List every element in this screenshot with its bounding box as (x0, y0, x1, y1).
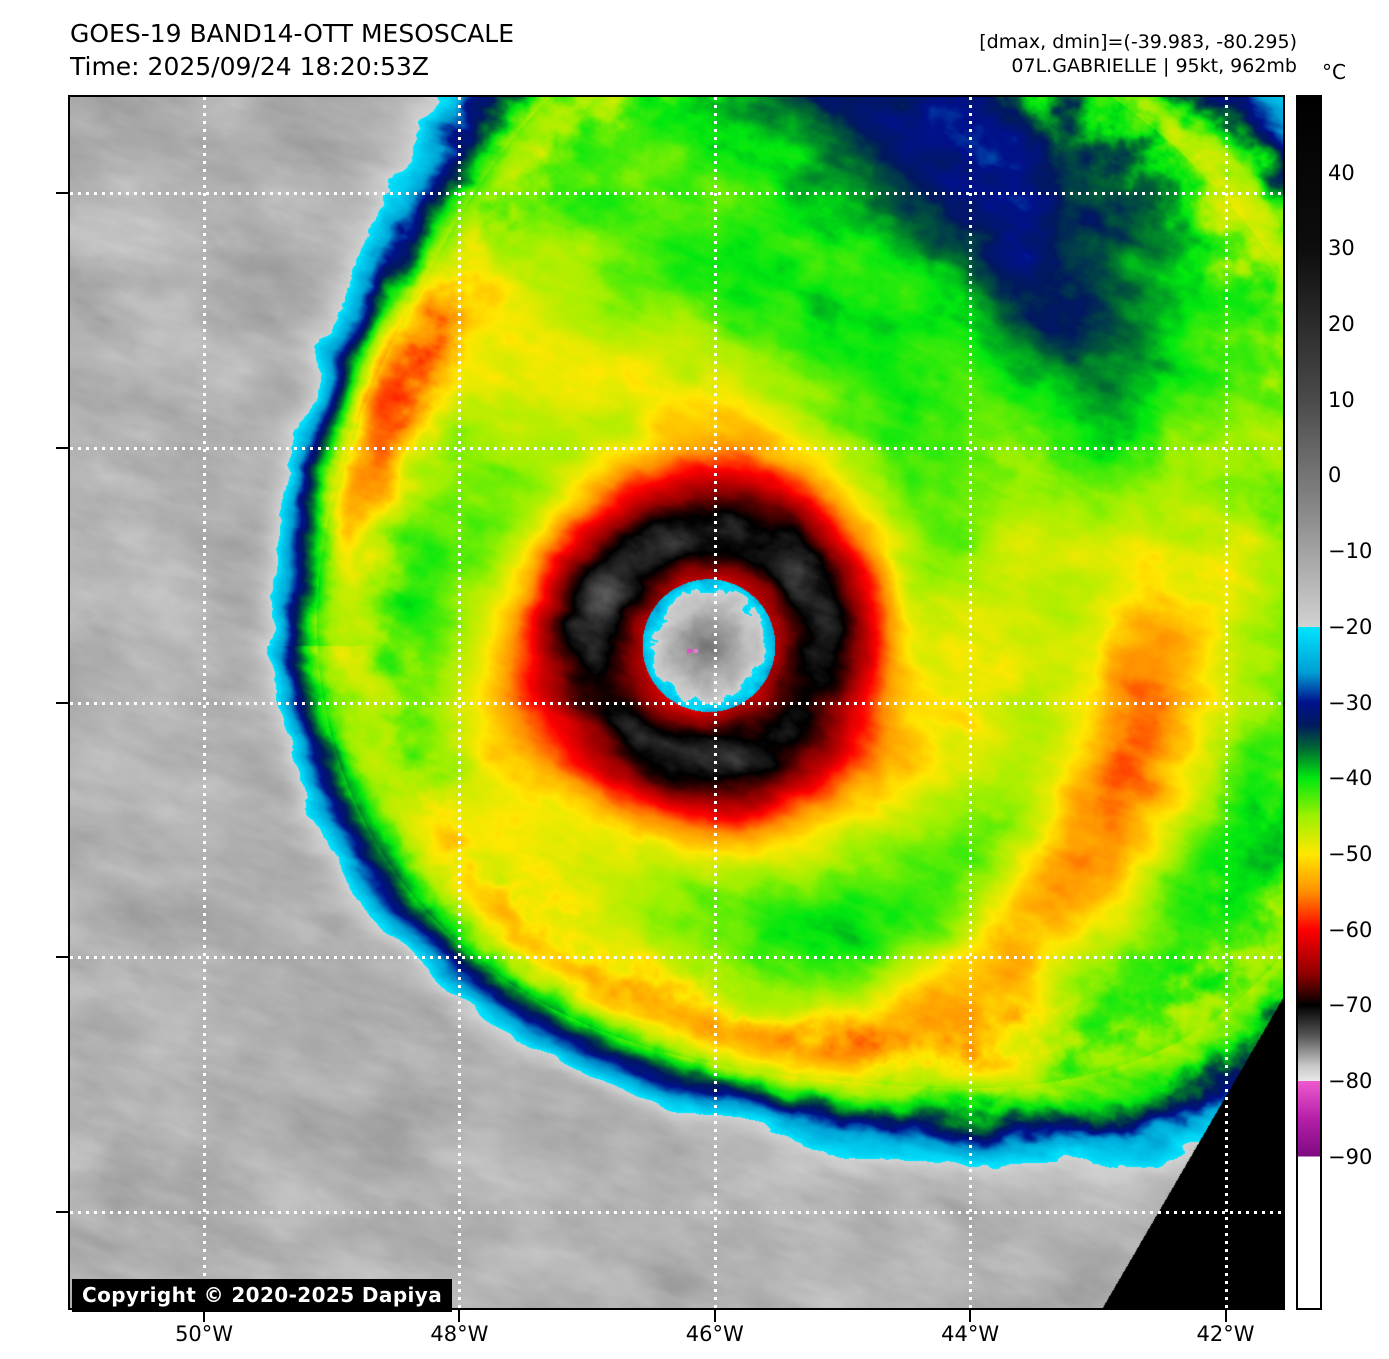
ytick-mark-38n (56, 446, 68, 449)
storm-info-label: 07L.GABRIELLE | 95kt, 962mb (1011, 55, 1297, 78)
ytick-mark-34n (56, 956, 68, 959)
colorbar-tick-pos40: 40 (1328, 160, 1355, 185)
xtick-mark-46w (713, 1310, 716, 1322)
xtick-mark-42w (1224, 1310, 1227, 1322)
colorbar-tick-neg60: −60 (1328, 917, 1373, 942)
satellite-image-plot[interactable] (68, 95, 1285, 1310)
colorbar-gradient (1298, 97, 1320, 1308)
xtick-label-46w: 46°W (685, 1322, 744, 1346)
colorbar-tick-neg10: −10 (1328, 539, 1373, 564)
colorbar-tick-pos10: 10 (1328, 387, 1355, 412)
page-title: GOES-19 BAND14-OTT MESOSCALE (70, 19, 515, 48)
ytick-mark-36n (56, 701, 68, 704)
colorbar-unit-label: °C (1322, 60, 1346, 84)
colorbar-tick-neg50: −50 (1328, 841, 1373, 866)
ytick-mark-40n (56, 191, 68, 194)
metadata-block: [dmax, dmin]=(-39.983, -80.295) 07L.GABR… (979, 30, 1297, 79)
xtick-label-50w: 50°W (175, 1322, 234, 1346)
xtick-mark-44w (969, 1310, 972, 1322)
xtick-mark-50w (203, 1310, 206, 1322)
colorbar-tick-neg90: −90 (1328, 1144, 1373, 1169)
title-block: GOES-19 BAND14-OTT MESOSCALE Time: 2025/… (70, 18, 514, 83)
colorbar-tick-neg80: −80 (1328, 1068, 1373, 1093)
copyright-badge: Copyright © 2020-2025 Dapiya (72, 1279, 453, 1312)
temperature-colorbar[interactable] (1296, 95, 1322, 1310)
xtick-mark-48w (458, 1310, 461, 1322)
colorbar-tick-pos0: 0 (1328, 463, 1342, 488)
infrared-satellite-canvas (70, 97, 1283, 1308)
dmax-dmin-label: [dmax, dmin]=(-39.983, -80.295) (979, 31, 1297, 53)
colorbar-tick-neg70: −70 (1328, 993, 1373, 1018)
timestamp-label: Time: 2025/09/24 18:20:53Z (70, 51, 429, 81)
ytick-mark-32n (56, 1211, 68, 1214)
colorbar-tick-neg40: −40 (1328, 766, 1373, 791)
xtick-label-42w: 42°W (1196, 1322, 1255, 1346)
colorbar-tick-pos30: 30 (1328, 236, 1355, 261)
xtick-label-48w: 48°W (430, 1322, 489, 1346)
colorbar-tick-neg30: −30 (1328, 690, 1373, 715)
colorbar-tick-neg20: −20 (1328, 614, 1373, 639)
colorbar-tick-pos20: 20 (1328, 312, 1355, 337)
xtick-label-44w: 44°W (941, 1322, 1000, 1346)
